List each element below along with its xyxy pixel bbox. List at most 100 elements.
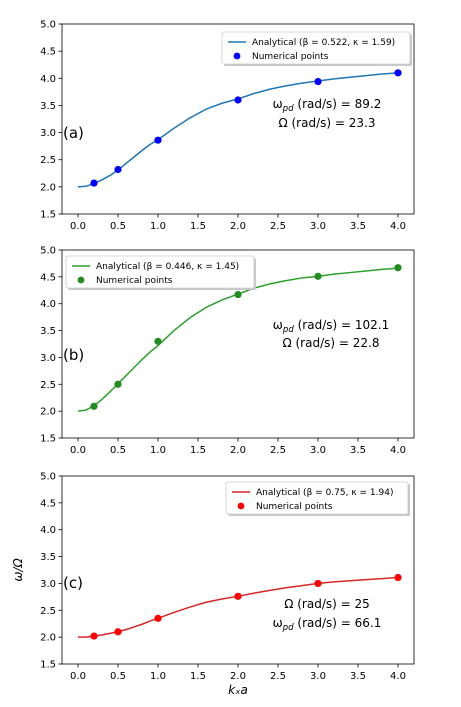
numerical-point <box>114 628 122 636</box>
chart-panel-2: 0.0 0.5 1.0 1.5 2.0 2.5 3.0 3.5 4.0 1.5 2.0 2.5 3.0 3… <box>40 246 415 456</box>
x-tick-label: 0.5 <box>110 671 126 682</box>
annotation-text: Ω (rad/s) = 22.8 <box>283 336 380 350</box>
y-tick-label: 1.5 <box>40 660 56 671</box>
numerical-point <box>234 290 242 299</box>
y-tick-label: 5.0 <box>40 472 56 483</box>
x-tick-label: 2.0 <box>230 445 246 456</box>
legend-point-swatch <box>233 52 241 60</box>
x-tick-label: 1.5 <box>190 221 206 232</box>
x-tick-label: 1.0 <box>150 671 166 682</box>
analytical-curve <box>77 267 399 412</box>
legend-point-swatch <box>77 276 85 284</box>
legend-box <box>225 481 409 515</box>
y-tick-label: 4.5 <box>40 498 56 509</box>
annotation-text: Ω (rad/s) = 23.3 <box>279 116 376 130</box>
legend-box <box>65 255 255 289</box>
annotation-text: ωpd (rad/s) = 102.1 <box>273 318 389 335</box>
legend: Analytical (β = 0.75, κ = 1.94) Numerical… <box>225 481 410 516</box>
legend-box <box>221 31 411 65</box>
x-tick-label: 0.0 <box>70 445 86 456</box>
y-tick-label: 2.0 <box>40 407 56 418</box>
y-tick-label: 4.0 <box>40 525 56 536</box>
numerical-point <box>90 632 98 640</box>
numerical-point <box>90 179 98 187</box>
y-tick-label: 1.5 <box>40 210 56 221</box>
y-tick-label: 2.0 <box>40 182 56 193</box>
legend-entry-numerical: Numerical points <box>96 276 173 286</box>
y-tick-label: 2.5 <box>40 606 56 617</box>
x-tick-label: 3.0 <box>310 671 326 682</box>
annotation-text: ωpd (rad/s) = 66.1 <box>273 616 382 633</box>
chart-panel-3: 0.0 0.5 1.0 1.5 2.0 2.5 3.0 3.5 4.0 1.5 2.0 2.5 3.0 3… <box>11 472 415 697</box>
y-tick-label: 3.5 <box>40 326 56 337</box>
panel-label: (a) <box>63 124 84 142</box>
numerical-point <box>394 69 402 77</box>
x-tick-label: 4.0 <box>390 671 406 682</box>
y-tick-label: 4.0 <box>40 299 56 310</box>
y-tick-label: 3.0 <box>40 128 56 139</box>
x-tick-label: 2.5 <box>270 445 286 456</box>
x-tick-label: 2.0 <box>230 221 246 232</box>
numerical-point <box>114 380 122 388</box>
numerical-point <box>90 402 98 410</box>
x-tick-label: 3.5 <box>350 445 366 456</box>
y-tick-label: 4.5 <box>40 47 56 58</box>
x-tick-label: 0.0 <box>70 221 86 232</box>
numerical-point <box>314 579 322 588</box>
numerical-point <box>234 592 242 600</box>
legend-entry-analytical: Analytical (β = 0.75, κ = 1.94) <box>256 488 393 498</box>
x-tick-label: 3.5 <box>350 671 366 682</box>
legend-entry-numerical: Numerical points <box>252 52 329 62</box>
panel-label: (c) <box>63 574 83 592</box>
numerical-point <box>394 573 402 582</box>
x-tick-label: 3.5 <box>350 221 366 232</box>
y-tick-label: 3.0 <box>40 579 56 590</box>
annotation-text: Ω (rad/s) = 25 <box>284 597 370 611</box>
legend: Analytical (β = 0.446, κ = 1.45) Numerica… <box>65 255 256 290</box>
x-tick-label: 4.0 <box>390 221 406 232</box>
legend-point-swatch <box>237 502 245 510</box>
y-tick-label: 5.0 <box>40 20 56 31</box>
chart-panel-1: 0.0 0.5 1.0 1.5 2.0 2.5 3.0 3.5 4.0 1.5 2.0 2.5 3.0 3… <box>40 20 415 232</box>
numerical-point <box>314 77 322 86</box>
y-tick-label: 1.5 <box>40 434 56 445</box>
analytical-curve <box>77 72 399 188</box>
x-tick-label: 2.0 <box>230 671 246 682</box>
y-tick-label: 4.0 <box>40 74 56 85</box>
y-tick-label: 2.5 <box>40 155 56 166</box>
x-tick-label: 3.0 <box>310 221 326 232</box>
x-axis-label: kₓa <box>228 683 248 697</box>
numerical-point <box>394 264 402 272</box>
y-tick-label: 5.0 <box>40 246 56 257</box>
y-tick-label: 3.0 <box>40 353 56 364</box>
legend-entry-analytical: Analytical (β = 0.446, κ = 1.45) <box>96 262 239 272</box>
numerical-point <box>114 165 122 174</box>
numerical-point <box>314 272 322 280</box>
x-tick-label: 2.5 <box>270 221 286 232</box>
legend-entry-analytical: Analytical (β = 0.522, κ = 1.59) <box>252 38 395 48</box>
y-tick-label: 2.5 <box>40 380 56 391</box>
x-tick-label: 4.0 <box>390 445 406 456</box>
x-tick-label: 1.5 <box>190 671 206 682</box>
y-tick-label: 3.5 <box>40 101 56 112</box>
x-tick-label: 0.0 <box>70 671 86 682</box>
y-tick-label: 2.0 <box>40 633 56 644</box>
annotation-text: ωpd (rad/s) = 89.2 <box>273 97 382 114</box>
numerical-point <box>234 96 242 104</box>
y-tick-label: 4.5 <box>40 272 56 283</box>
y-axis-label: ω/Ω <box>11 558 25 582</box>
x-tick-label: 1.0 <box>150 445 166 456</box>
legend: Analytical (β = 0.522, κ = 1.59) Numerica… <box>221 31 412 66</box>
x-tick-label: 3.0 <box>310 445 326 456</box>
numerical-point <box>154 136 162 144</box>
analytical-curve <box>78 576 399 638</box>
x-tick-label: 1.0 <box>150 221 166 232</box>
numerical-point <box>154 337 162 345</box>
legend-entry-numerical: Numerical points <box>256 502 333 512</box>
y-tick-label: 3.5 <box>40 552 56 563</box>
x-tick-label: 2.5 <box>270 671 286 682</box>
panel-label: (b) <box>63 346 84 364</box>
x-tick-label: 0.5 <box>110 445 126 456</box>
x-tick-label: 0.5 <box>110 221 126 232</box>
